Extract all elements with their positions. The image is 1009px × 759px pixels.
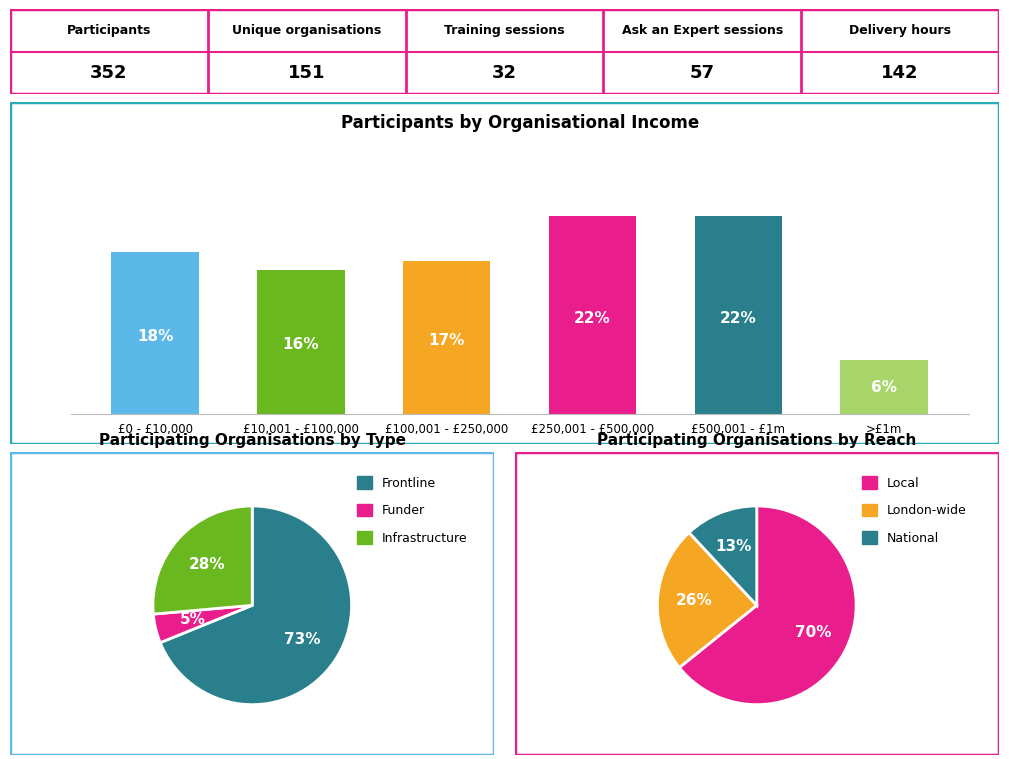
Text: 5%: 5% (181, 612, 206, 627)
Bar (257, 270, 345, 414)
Text: Participants: Participants (67, 24, 151, 37)
Text: 22%: 22% (720, 311, 757, 326)
Legend: Frontline, Funder, Infrastructure: Frontline, Funder, Infrastructure (352, 471, 472, 550)
Wedge shape (160, 506, 351, 704)
Bar (694, 216, 782, 414)
Wedge shape (658, 533, 757, 668)
Wedge shape (153, 506, 252, 614)
Text: 28%: 28% (189, 557, 226, 572)
Text: 16%: 16% (283, 337, 319, 352)
Text: Ask an Expert sessions: Ask an Expert sessions (622, 24, 783, 37)
Wedge shape (153, 606, 252, 643)
Text: 352: 352 (90, 64, 128, 82)
Text: Delivery hours: Delivery hours (849, 24, 951, 37)
Text: 18%: 18% (137, 329, 174, 344)
Title: Participating Organisations by Reach: Participating Organisations by Reach (597, 433, 916, 448)
Wedge shape (679, 506, 856, 704)
Text: 22%: 22% (574, 311, 610, 326)
Text: 17%: 17% (429, 333, 465, 348)
Title: Participating Organisations by Type: Participating Organisations by Type (99, 433, 406, 448)
Legend: Local, London-wide, National: Local, London-wide, National (857, 471, 972, 550)
Bar (549, 216, 637, 414)
Bar (840, 360, 928, 414)
Text: 151: 151 (288, 64, 326, 82)
Text: 13%: 13% (715, 539, 752, 554)
Text: Unique organisations: Unique organisations (232, 24, 381, 37)
Text: Training sessions: Training sessions (444, 24, 565, 37)
Text: 70%: 70% (795, 625, 832, 640)
Bar (111, 252, 199, 414)
Text: 32: 32 (492, 64, 517, 82)
Bar (403, 261, 490, 414)
Text: 142: 142 (881, 64, 919, 82)
Text: 26%: 26% (675, 594, 712, 608)
Wedge shape (689, 506, 757, 606)
Text: 73%: 73% (285, 631, 321, 647)
Text: 57: 57 (690, 64, 714, 82)
Title: Participants by Organisational Income: Participants by Organisational Income (340, 114, 699, 131)
Text: 6%: 6% (871, 380, 897, 395)
